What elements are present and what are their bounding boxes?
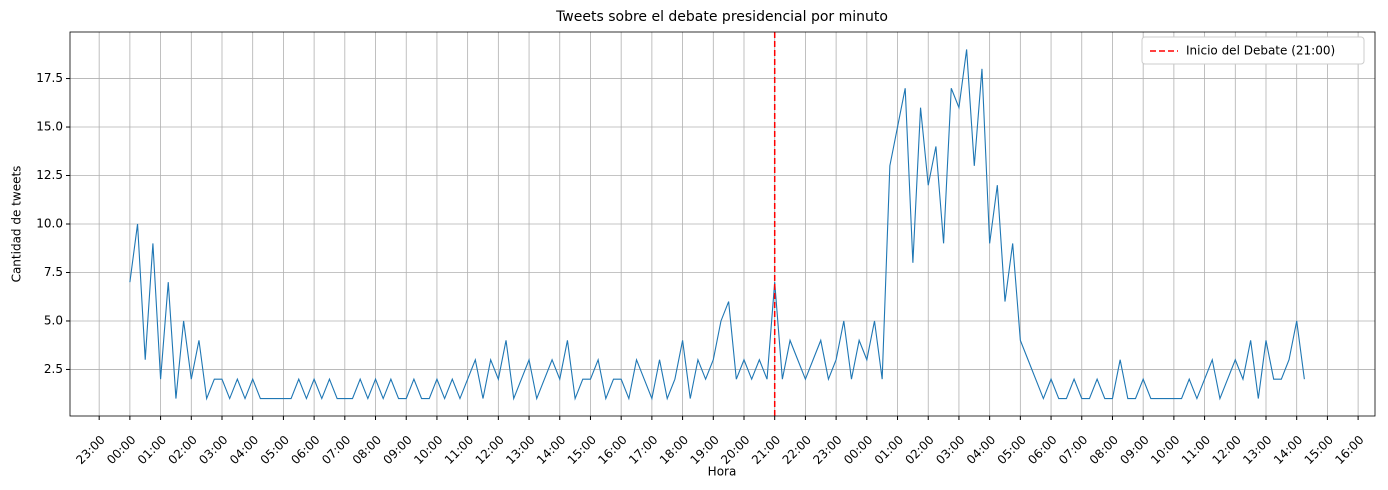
legend-box (1141, 36, 1365, 65)
legend-label: Inicio del Debate (21:00) (1186, 44, 1335, 58)
x-tick-label: 12:00 (473, 433, 507, 467)
x-tick-label: 04:00 (964, 433, 998, 467)
x-tick-label: 03:00 (196, 433, 230, 467)
x-tick-label: 19:00 (688, 433, 722, 467)
x-tick-label: 16:00 (1332, 433, 1366, 467)
x-tick-label: 15:00 (1302, 433, 1336, 467)
x-tick-label: 05:00 (258, 433, 292, 467)
x-tick-label: 00:00 (841, 433, 875, 467)
y-tick-label: 5.0 (44, 313, 63, 327)
chart-title: Tweets sobre el debate presidencial por … (555, 9, 888, 25)
x-tick-label: 18:00 (657, 433, 691, 467)
y-axis-label: Cantidad de tweets (10, 166, 24, 283)
y-tick-label: 12.5 (36, 168, 63, 182)
x-tick-label: 08:00 (1087, 433, 1121, 467)
x-tick-label: 17:00 (626, 433, 660, 467)
x-tick-label: 01:00 (872, 433, 906, 467)
x-tick-label: 09:00 (380, 433, 414, 467)
x-tick-label: 01:00 (135, 433, 169, 467)
x-tick-label: 14:00 (534, 433, 568, 467)
y-tick-label: 7.5 (44, 265, 63, 279)
x-tick-label: 11:00 (442, 433, 476, 467)
x-axis-label: Hora (708, 465, 737, 479)
x-tick-label: 13:00 (503, 433, 537, 467)
x-tick-label: 03:00 (933, 433, 967, 467)
x-tick-label: 23:00 (73, 433, 107, 467)
x-tick-label: 16:00 (595, 433, 629, 467)
x-tick-label: 22:00 (780, 433, 814, 467)
x-tick-label: 21:00 (749, 433, 783, 467)
x-tick-label: 23:00 (810, 433, 844, 467)
x-tick-label: 04:00 (227, 433, 261, 467)
x-tick-label: 11:00 (1179, 433, 1213, 467)
x-tick-label: 02:00 (902, 433, 936, 467)
x-tick-label: 12:00 (1210, 433, 1244, 467)
x-tick-label: 06:00 (288, 433, 322, 467)
y-tick-label: 2.5 (44, 362, 63, 376)
x-tick-label: 07:00 (319, 433, 353, 467)
x-tick-label: 14:00 (1271, 433, 1305, 467)
y-tick-label: 15.0 (36, 120, 63, 134)
data-line (129, 49, 1305, 401)
x-tick-label: 06:00 (1025, 433, 1059, 467)
x-tick-label: 13:00 (1240, 433, 1274, 467)
x-tick-label: 09:00 (1117, 433, 1151, 467)
y-tick-label: 17.5 (36, 71, 63, 85)
x-tick-label: 08:00 (350, 433, 384, 467)
frame (69, 31, 1376, 417)
x-tick-label: 02:00 (166, 433, 200, 467)
x-tick-label: 10:00 (1148, 433, 1182, 467)
x-tick-label: 07:00 (1056, 433, 1090, 467)
x-tick-label: 20:00 (718, 433, 752, 467)
y-tick-label: 10.0 (36, 217, 63, 231)
x-tick-label: 15:00 (565, 433, 599, 467)
x-tick-label: 00:00 (104, 433, 138, 467)
x-tick-label: 05:00 (995, 433, 1029, 467)
x-tick-label: 10:00 (411, 433, 445, 467)
